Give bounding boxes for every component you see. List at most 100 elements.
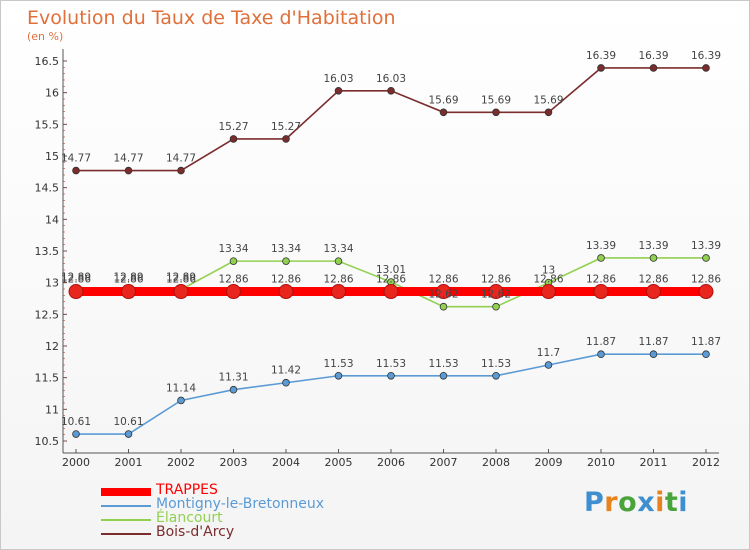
data-label: 11.14 — [166, 382, 196, 394]
data-point — [278, 284, 294, 300]
data-point — [702, 254, 710, 262]
data-label: 12.62 — [428, 289, 458, 301]
data-point — [121, 284, 136, 300]
y-tick-label: 14 — [45, 213, 59, 226]
data-label: 12.89 — [166, 272, 196, 284]
x-tick-label: 2010 — [587, 456, 615, 469]
data-point — [544, 108, 553, 117]
data-label: 10.61 — [61, 416, 91, 428]
data-label: 13 — [542, 265, 555, 277]
data-label: 12.86 — [691, 274, 721, 286]
data-point — [72, 166, 80, 175]
data-label: 12.86 — [586, 274, 616, 286]
data-point — [229, 385, 238, 394]
chart-title: Evolution du Taux de Taxe d'Habitation — [27, 7, 396, 29]
y-tick-label: 12 — [45, 340, 59, 353]
logo-letter: r — [604, 487, 619, 518]
x-tick-label: 2003 — [220, 456, 248, 469]
data-point — [177, 396, 185, 405]
data-point — [593, 284, 609, 300]
data-label: 11.87 — [638, 336, 668, 348]
data-point — [492, 108, 500, 117]
legend-item: TRAPPES — [101, 482, 361, 499]
data-label: 14.77 — [166, 153, 196, 165]
data-point — [544, 361, 553, 369]
y-tick-label: 11 — [45, 403, 59, 416]
data-label: 15.27 — [271, 121, 301, 133]
data-point — [439, 108, 448, 117]
data-label: 13.34 — [218, 243, 248, 255]
data-point — [387, 371, 395, 380]
logo-letter: x — [637, 487, 656, 518]
data-point — [334, 371, 343, 380]
data-label: 11.53 — [323, 358, 353, 370]
data-point — [702, 64, 710, 72]
data-label: 11.53 — [428, 358, 458, 370]
y-tick-label: 15.5 — [35, 118, 60, 131]
legend-label: Montigny-le-Bretonneux — [156, 496, 325, 512]
data-point — [597, 64, 605, 72]
data-point — [439, 371, 448, 380]
data-label: 13.39 — [586, 240, 616, 252]
data-label: 13.39 — [638, 240, 668, 252]
legend-item: Bois-d'Arcy — [101, 524, 361, 541]
data-label: 14.77 — [113, 153, 143, 165]
data-label: 12.86 — [638, 274, 668, 286]
data-point — [124, 166, 133, 175]
y-tick-label: 16.5 — [35, 55, 60, 68]
data-point — [698, 284, 714, 300]
y-tick-label: 13.5 — [35, 245, 60, 258]
data-point — [649, 254, 658, 262]
chart-unit: (en %) — [27, 30, 64, 43]
data-point — [436, 284, 451, 300]
data-label: 11.53 — [376, 358, 406, 370]
data-point — [492, 371, 500, 380]
legend-swatch — [101, 488, 151, 496]
data-label: 13.01 — [376, 264, 406, 276]
data-label: 11.7 — [537, 347, 560, 359]
data-label: 13.34 — [323, 243, 353, 255]
x-tick-label: 2008 — [482, 456, 510, 469]
legend-item: Montigny-le-Bretonneux — [101, 496, 361, 513]
data-label: 15.69 — [428, 94, 458, 106]
legend-swatch — [101, 533, 151, 535]
data-label: 16.03 — [376, 73, 406, 85]
data-label: 11.87 — [586, 336, 616, 348]
data-label: 11.31 — [218, 372, 248, 384]
legend-label: TRAPPES — [156, 482, 218, 498]
data-point — [173, 284, 189, 300]
logo-letter: i — [678, 487, 689, 518]
data-point — [702, 350, 710, 359]
data-label: 13.39 — [691, 240, 721, 252]
data-point — [649, 350, 658, 359]
data-point — [229, 257, 238, 265]
data-label: 13.34 — [271, 243, 301, 255]
data-label: 11.87 — [691, 336, 721, 348]
data-point — [226, 284, 241, 300]
x-tick-label: 2001 — [115, 456, 143, 469]
y-tick-label: 16 — [45, 87, 59, 100]
legend-label: Bois-d'Arcy — [156, 524, 235, 540]
data-label: 12.86 — [481, 274, 511, 286]
data-point — [597, 254, 605, 262]
logo-letter: o — [618, 487, 638, 518]
data-point — [492, 302, 500, 311]
data-label: 12.86 — [61, 274, 91, 286]
data-label: 10.61 — [113, 416, 143, 428]
x-tick-label: 2002 — [167, 456, 195, 469]
data-label: 11.42 — [271, 365, 301, 377]
x-tick-label: 2012 — [692, 456, 720, 469]
legend-swatch — [101, 519, 151, 521]
data-point — [229, 135, 238, 143]
logo-letter: P — [584, 487, 605, 518]
data-label: 11.53 — [481, 358, 511, 370]
data-label: 16.39 — [586, 50, 616, 62]
data-label: 15.27 — [218, 121, 248, 133]
data-point — [646, 284, 661, 300]
data-label: 15.69 — [533, 94, 563, 106]
data-label: 16.39 — [638, 50, 668, 62]
data-label: 12.86 — [166, 274, 196, 286]
data-point — [68, 284, 84, 300]
x-tick-label: 2005 — [325, 456, 353, 469]
data-label: 12.62 — [481, 289, 511, 301]
